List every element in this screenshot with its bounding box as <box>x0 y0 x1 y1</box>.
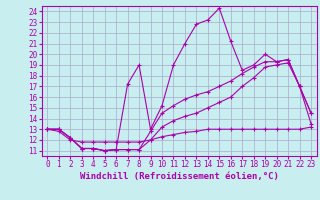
X-axis label: Windchill (Refroidissement éolien,°C): Windchill (Refroidissement éolien,°C) <box>80 172 279 181</box>
